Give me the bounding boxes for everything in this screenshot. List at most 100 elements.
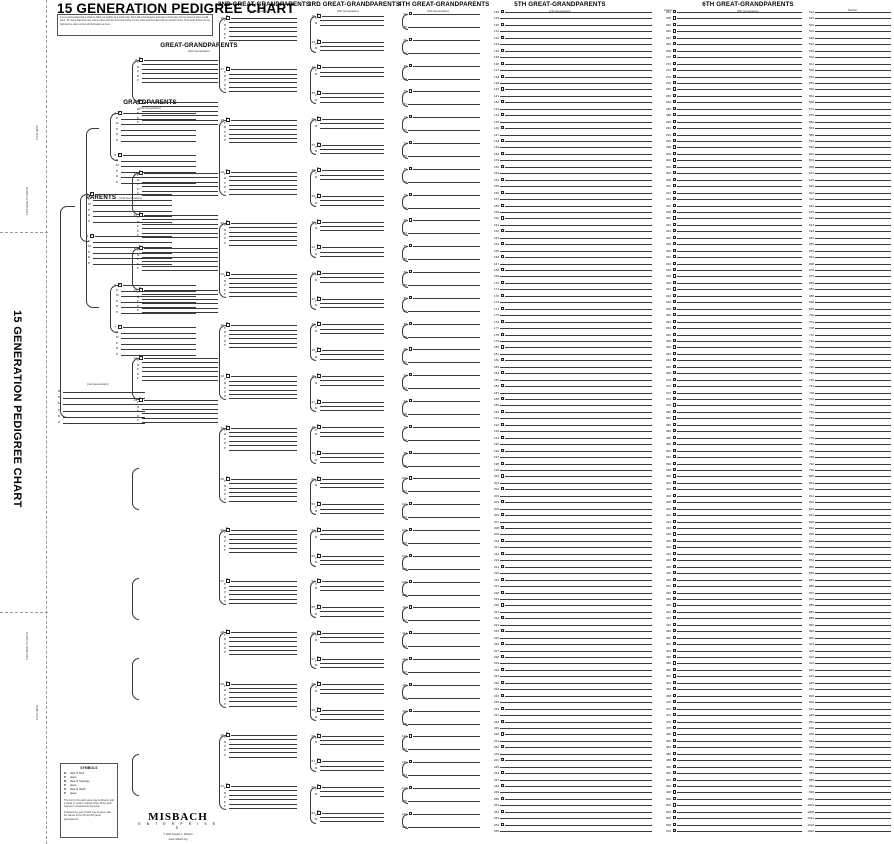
person-field-line[interactable]	[413, 117, 480, 119]
person-field-line[interactable]: P	[315, 197, 384, 202]
person-field-line[interactable]: D	[224, 647, 297, 651]
person-field-line[interactable]	[677, 663, 802, 665]
person-field-line[interactable]	[505, 24, 652, 26]
person-field-line[interactable]	[408, 646, 480, 648]
person-checkbox[interactable]	[500, 216, 504, 220]
person-checkbox[interactable]	[500, 229, 504, 233]
person-field-line[interactable]: P	[137, 309, 218, 313]
person-checkbox[interactable]	[672, 242, 676, 246]
person-field-line[interactable]: B	[317, 373, 384, 377]
person-field-line[interactable]	[500, 134, 652, 136]
person-field-line[interactable]	[815, 153, 891, 155]
person-field-line[interactable]	[500, 147, 652, 149]
person-checkbox[interactable]	[672, 16, 676, 20]
person-field-line[interactable]: D	[224, 545, 297, 549]
person-checkbox[interactable]	[500, 397, 504, 401]
person-field-line[interactable]	[815, 740, 891, 742]
person-checkbox[interactable]	[408, 399, 412, 403]
person-checkbox[interactable]	[672, 422, 676, 426]
person-field-line[interactable]	[677, 102, 802, 104]
person-checkbox[interactable]	[672, 280, 676, 285]
person-checkbox[interactable]	[408, 270, 412, 274]
person-field-line[interactable]: M	[315, 484, 384, 489]
person-field-line[interactable]	[505, 282, 652, 284]
person-field-line[interactable]	[677, 244, 802, 246]
person-field-line[interactable]: M	[315, 767, 384, 772]
person-field-line[interactable]	[500, 650, 652, 652]
person-field-line[interactable]: M	[224, 126, 297, 131]
person-field-line[interactable]	[677, 753, 802, 755]
person-field-line[interactable]: P	[224, 787, 297, 792]
person-field-line[interactable]: P	[315, 814, 384, 819]
person-field-line[interactable]	[677, 689, 802, 691]
person-checkbox[interactable]	[317, 373, 321, 378]
person-field-line[interactable]: M	[224, 792, 297, 796]
person-field-line[interactable]: B	[317, 244, 384, 249]
person-field-line[interactable]: P	[116, 341, 196, 345]
person-checkbox[interactable]	[500, 293, 504, 297]
person-checkbox[interactable]	[500, 22, 504, 27]
person-field-line[interactable]	[815, 482, 891, 484]
person-field-line[interactable]	[505, 218, 652, 220]
person-field-line[interactable]	[815, 644, 891, 646]
person-checkbox[interactable]	[672, 248, 676, 252]
person-field-line[interactable]	[815, 102, 891, 104]
person-field-line[interactable]	[815, 824, 891, 826]
person-checkbox[interactable]	[118, 282, 122, 287]
person-field-line[interactable]	[815, 424, 891, 426]
person-field-line[interactable]: P	[315, 223, 384, 227]
person-checkbox[interactable]	[500, 526, 504, 530]
person-field-line[interactable]	[505, 695, 652, 697]
person-field-line[interactable]	[677, 605, 802, 607]
person-field-line[interactable]: P	[224, 335, 297, 340]
person-field-line[interactable]	[677, 308, 802, 310]
person-field-line[interactable]: P	[137, 61, 218, 66]
person-field-line[interactable]: P	[137, 121, 218, 125]
person-checkbox[interactable]	[226, 528, 230, 532]
person-field-line[interactable]: P	[224, 489, 297, 493]
person-field-line[interactable]	[505, 592, 652, 594]
person-checkbox[interactable]	[672, 216, 676, 220]
person-field-line[interactable]: P	[315, 351, 384, 356]
person-checkbox[interactable]	[672, 506, 676, 510]
person-field-line[interactable]	[413, 246, 480, 248]
person-field-line[interactable]: D	[224, 442, 297, 447]
person-field-line[interactable]	[815, 315, 891, 317]
person-field-line[interactable]: P	[224, 549, 297, 553]
person-checkbox[interactable]	[139, 398, 143, 402]
person-field-line[interactable]: P	[224, 600, 297, 605]
person-checkbox[interactable]	[500, 177, 504, 181]
person-field-line[interactable]	[677, 153, 802, 155]
person-field-line[interactable]	[500, 702, 652, 704]
person-checkbox[interactable]	[500, 577, 504, 581]
person-checkbox[interactable]	[408, 811, 412, 815]
person-checkbox[interactable]	[672, 403, 676, 407]
person-field-line[interactable]	[500, 95, 652, 97]
person-field-line[interactable]	[500, 598, 652, 600]
person-checkbox[interactable]	[672, 706, 676, 710]
person-field-line[interactable]	[505, 37, 652, 39]
person-field-line[interactable]	[408, 697, 480, 699]
person-checkbox[interactable]	[672, 332, 676, 336]
person-checkbox[interactable]	[672, 487, 676, 491]
person-checkbox[interactable]	[500, 151, 504, 156]
person-checkbox[interactable]	[139, 356, 143, 360]
person-checkbox[interactable]	[500, 719, 504, 723]
person-field-line[interactable]: M	[224, 177, 297, 182]
person-field-line[interactable]	[815, 179, 891, 181]
person-field-line[interactable]: P	[137, 300, 218, 305]
person-field-line[interactable]	[677, 702, 802, 704]
person-field-line[interactable]	[505, 141, 652, 142]
person-checkbox[interactable]	[672, 442, 676, 446]
person-field-line[interactable]	[505, 579, 652, 581]
person-checkbox[interactable]	[500, 139, 504, 143]
person-field-line[interactable]: D	[58, 414, 145, 418]
person-field-line[interactable]	[408, 723, 480, 725]
person-field-line[interactable]	[413, 736, 480, 738]
person-field-line[interactable]	[815, 695, 891, 697]
person-field-line[interactable]	[677, 115, 802, 117]
person-field-line[interactable]	[677, 476, 802, 478]
person-checkbox[interactable]	[672, 751, 676, 755]
person-field-line[interactable]: P	[315, 300, 384, 305]
person-field-line[interactable]	[408, 362, 480, 364]
